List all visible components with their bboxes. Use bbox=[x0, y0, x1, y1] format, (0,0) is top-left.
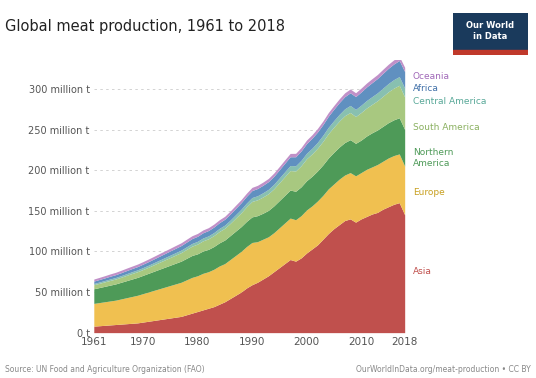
Text: Europe: Europe bbox=[413, 188, 444, 197]
Text: Central America: Central America bbox=[413, 98, 486, 107]
Bar bbox=[453, 50, 528, 55]
Text: Our World
in Data: Our World in Data bbox=[466, 21, 515, 41]
Text: Asia: Asia bbox=[413, 267, 431, 276]
Text: South America: South America bbox=[413, 122, 479, 132]
Text: Northern
America: Northern America bbox=[413, 148, 453, 168]
Text: Africa: Africa bbox=[413, 84, 438, 93]
Text: Source: UN Food and Agriculture Organization (FAO): Source: UN Food and Agriculture Organiza… bbox=[5, 365, 205, 374]
Text: OurWorldInData.org/meat-production • CC BY: OurWorldInData.org/meat-production • CC … bbox=[356, 365, 531, 374]
Text: Global meat production, 1961 to 2018: Global meat production, 1961 to 2018 bbox=[5, 19, 285, 34]
Text: Oceania: Oceania bbox=[413, 72, 450, 81]
